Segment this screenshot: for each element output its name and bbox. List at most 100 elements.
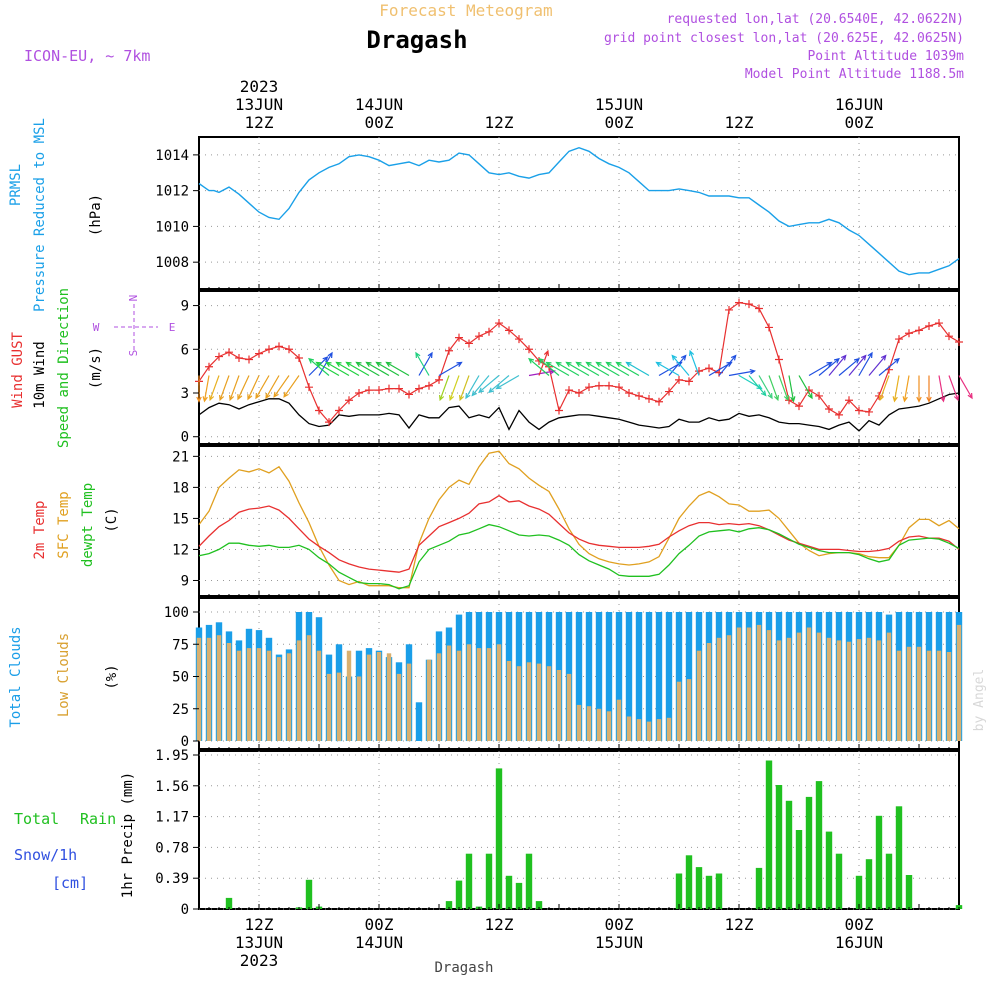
rain-bar (815, 781, 823, 909)
low-cloud-bar (736, 627, 742, 741)
gust-marker (595, 381, 603, 390)
low-cloud-bar (326, 673, 332, 741)
bottom-time-date: 15JUN (595, 933, 643, 952)
rain-bar (755, 867, 763, 909)
gust-marker (925, 321, 933, 330)
wind-arrow (848, 354, 867, 376)
gust-marker (385, 384, 393, 393)
wind-arrow (625, 361, 650, 377)
wind-arrow (488, 375, 510, 394)
pressure-unit: (hPa) (88, 194, 104, 236)
top-time-hour: 00Z (365, 113, 394, 132)
total-cloud-bar (605, 612, 613, 741)
rain-bar (765, 760, 773, 909)
wind-dir-label: Speed and Direction (56, 288, 72, 448)
ytick-label-clouds: 75 (172, 637, 189, 653)
grid-lines (199, 137, 959, 910)
rain-bar (785, 800, 793, 909)
wind-arrow (671, 354, 690, 376)
pressure-panel (198, 146, 960, 276)
rain-bar (685, 855, 693, 909)
rain-bar (895, 806, 903, 909)
wind-arrow (808, 361, 833, 377)
gust-marker (235, 354, 243, 363)
low-cloud-bar (566, 673, 572, 741)
gust-marker (855, 406, 863, 415)
low-cloud-bar (316, 650, 322, 741)
wind-arrow (247, 375, 260, 401)
low-cloud-bar (816, 632, 822, 741)
low-cloud-bar (716, 637, 722, 741)
gust-label: Wind GUST (10, 332, 26, 408)
ytick-label-wind: 0 (181, 430, 189, 446)
wind-arrow (758, 375, 773, 400)
wind-arrow (902, 375, 910, 403)
rain-bar (485, 853, 493, 909)
ytick-label-clouds: 50 (172, 670, 189, 686)
wind-arrow (916, 375, 922, 403)
grid-coords: grid point closest lon,lat (20.625E, 42.… (604, 31, 964, 46)
ytick-label-precip: 0.78 (155, 840, 189, 856)
gust-marker (575, 389, 583, 397)
total-rain-label: Total (14, 810, 59, 828)
wind-arrow (415, 351, 430, 376)
total-cloud-bar (645, 612, 653, 741)
rain-bar (775, 785, 783, 909)
ytick-label-temperature: 12 (172, 542, 189, 558)
low-cloud-bar (476, 648, 482, 741)
low-cloud-bar (916, 646, 922, 741)
low-cloud-bar (596, 708, 602, 742)
wind-arrow (838, 357, 860, 376)
wind-arrow (545, 361, 570, 377)
wind-unit: (m/s) (88, 347, 104, 389)
gust-marker (625, 389, 633, 397)
wind-arrow (365, 361, 390, 377)
low-cloud-bar (696, 650, 702, 741)
wind-arrow (237, 375, 250, 401)
low-cloud-bar (446, 645, 452, 741)
low-cloud-bar (856, 639, 862, 741)
gust-marker (415, 384, 423, 393)
low-cloud-bar (666, 717, 672, 741)
ytick-label-wind: 6 (181, 342, 189, 358)
low-cloud-bar (296, 640, 302, 741)
ytick-label-precip: 0 (181, 902, 189, 918)
low-cloud-bar (286, 653, 292, 741)
gust-marker (605, 381, 613, 390)
ytick-label-wind: 3 (181, 386, 189, 402)
rain-bar (805, 796, 813, 909)
ytick-label-pressure: 1008 (155, 255, 189, 271)
total-cloud-bar (665, 612, 673, 741)
precip-unit: 1hr Precip (mm) (120, 772, 136, 898)
low-cloud-bar (836, 640, 842, 741)
ytick-label-temperature: 21 (172, 449, 189, 465)
low-cloud-bar (486, 648, 492, 741)
ytick-label-clouds: 25 (172, 702, 189, 718)
wind-arrow (926, 375, 932, 403)
gust-marker (895, 335, 903, 344)
gust-marker (395, 384, 403, 393)
wind-arrow (555, 361, 580, 377)
dewpt-line (198, 523, 960, 590)
low-cloud-bar (406, 663, 412, 741)
bottom-time-date: 14JUN (355, 933, 403, 952)
gust-marker (285, 345, 293, 354)
gust-marker (665, 387, 673, 396)
gust-marker (655, 397, 663, 406)
wind-arrow (768, 375, 779, 402)
low-cloud-bar (556, 670, 562, 741)
gust-marker (245, 355, 253, 364)
rain-bar (825, 831, 833, 909)
total-cloud-bar (415, 702, 423, 741)
bottom-time-hour: 00Z (605, 915, 634, 934)
top-time-hour: 12Z (725, 113, 754, 132)
location-title: Dragash (366, 26, 467, 54)
wind-arrow (828, 354, 847, 376)
gust-marker (585, 383, 593, 392)
wind-arrow (318, 351, 333, 376)
low-cloud-bar (756, 624, 762, 741)
low-cloud-bar (236, 650, 242, 741)
rain-bar (885, 853, 893, 909)
top-time-date: 14JUN (355, 95, 403, 114)
